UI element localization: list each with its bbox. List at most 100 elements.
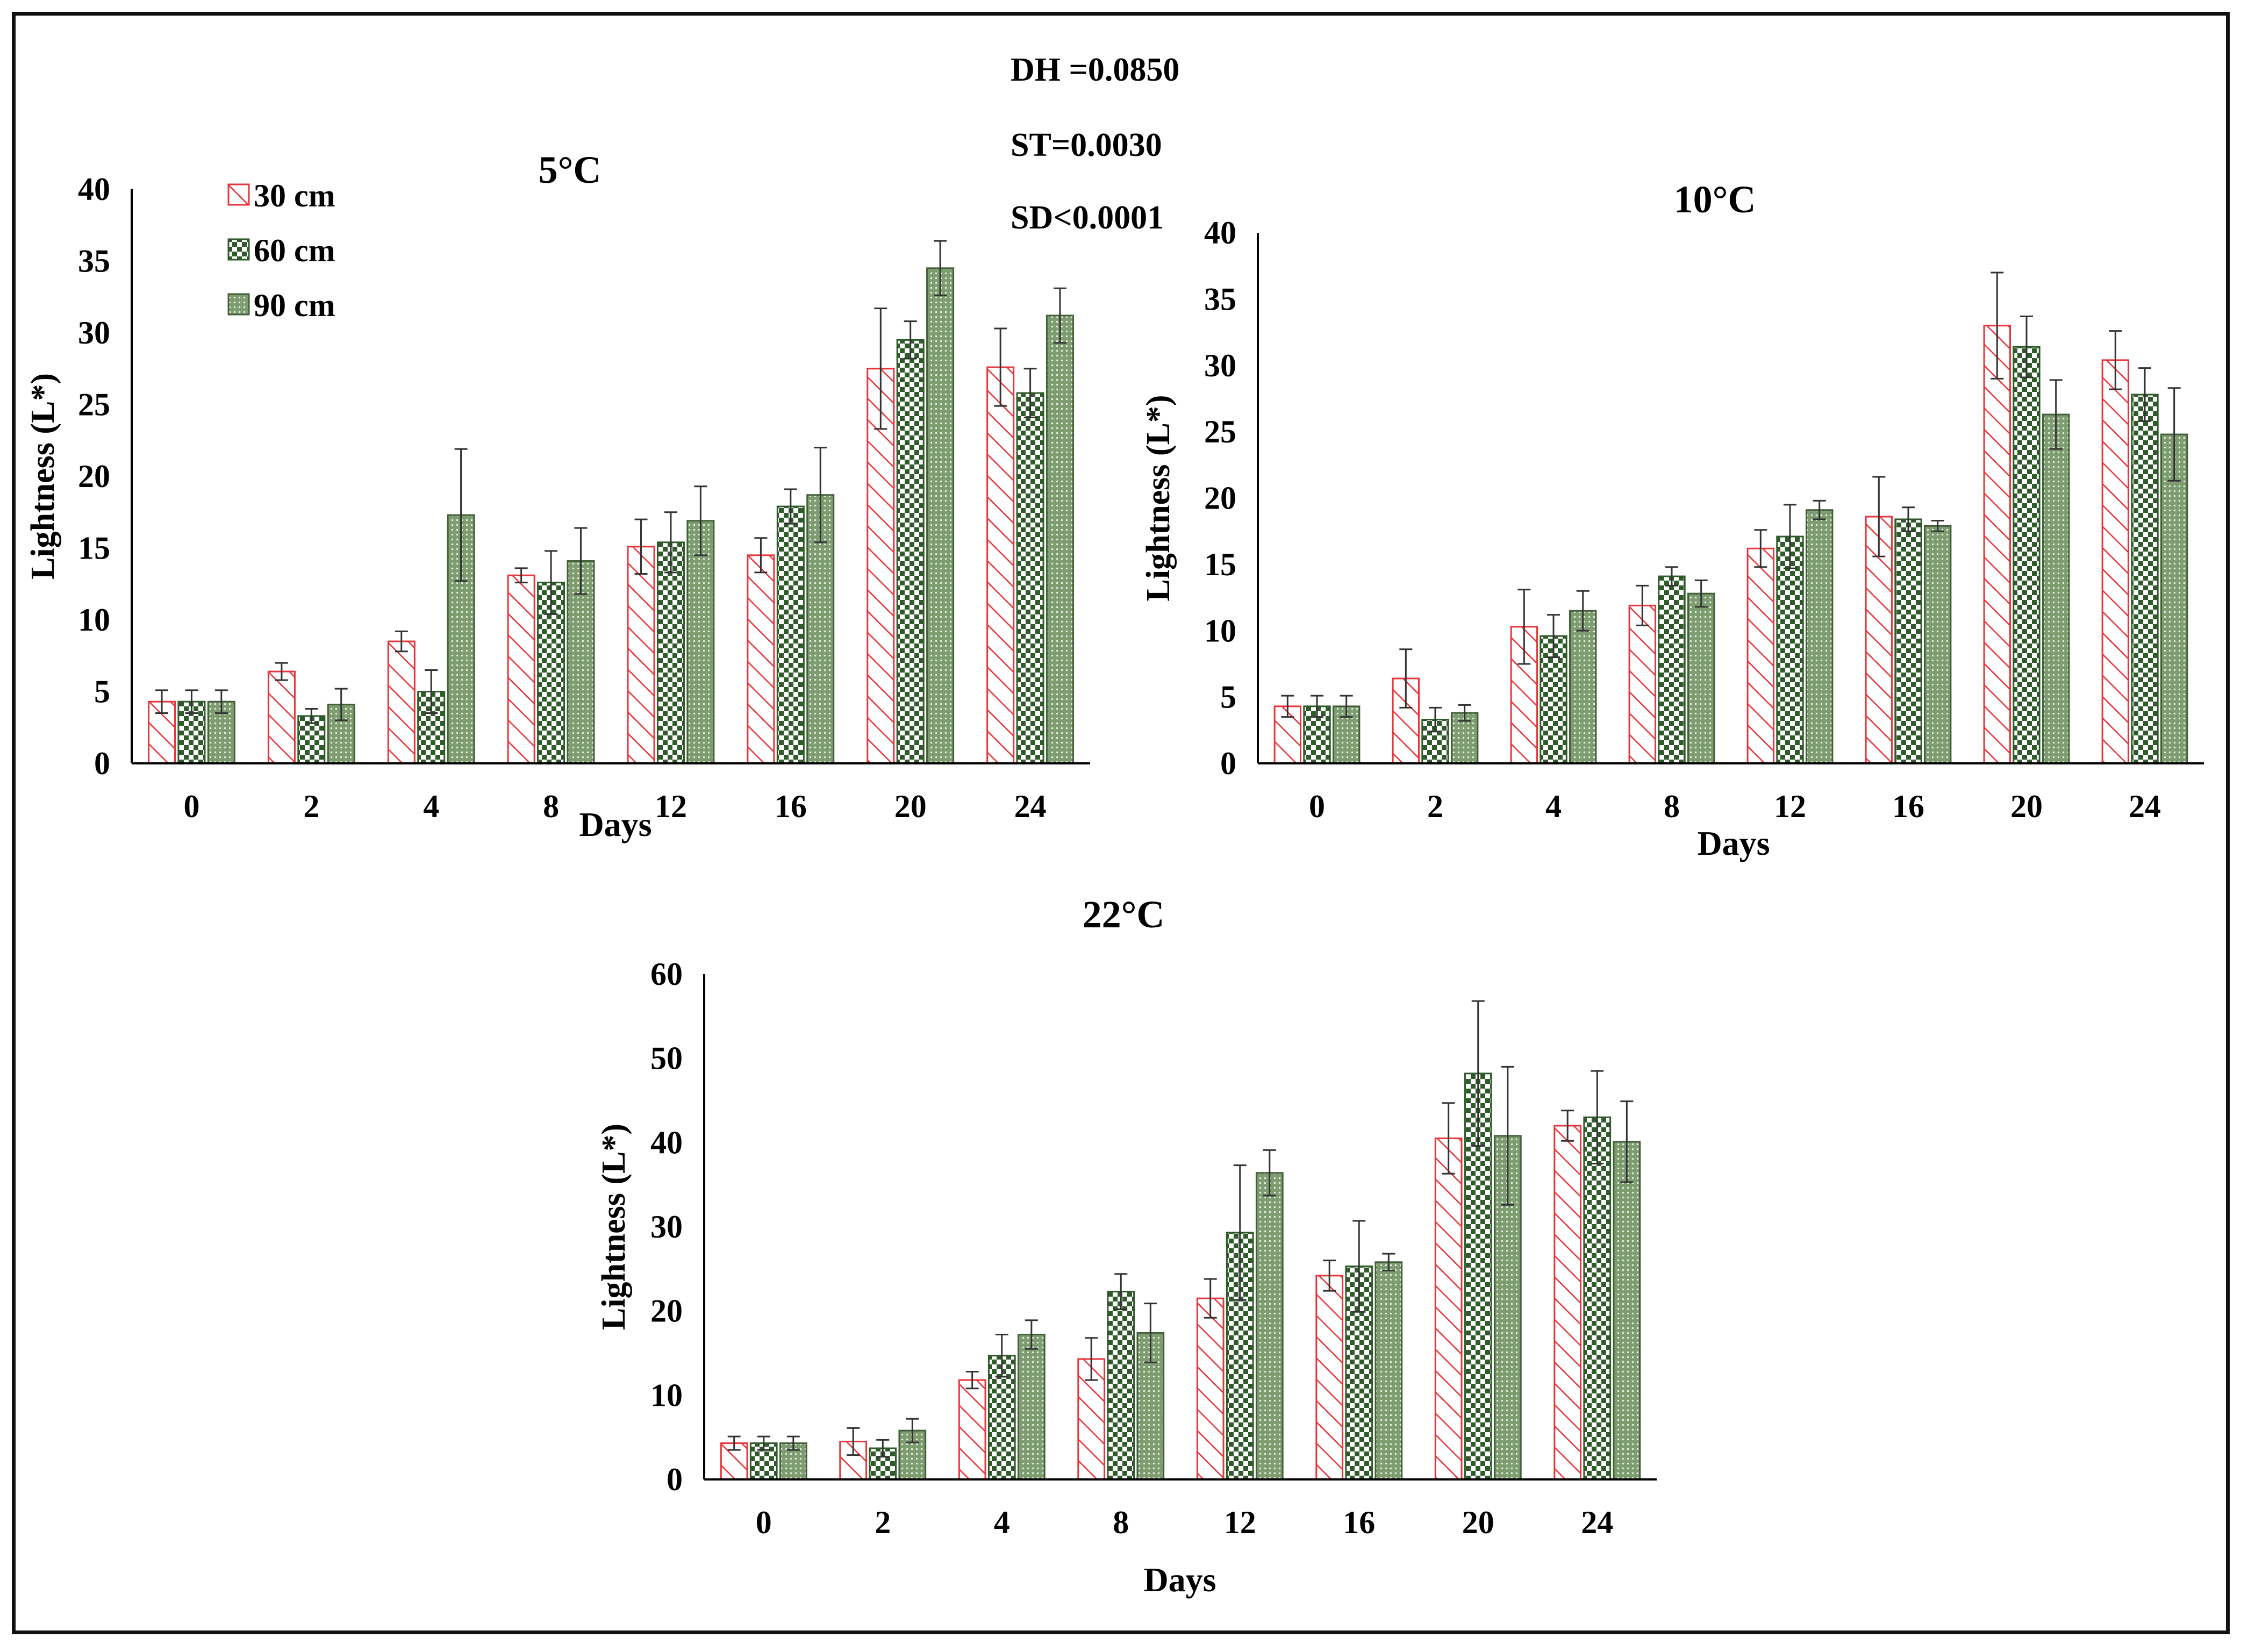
bar-30cm-day-16 (1865, 516, 1893, 764)
bar-60cm-day-20 (1464, 1072, 1492, 1481)
error-bar (2020, 315, 2033, 378)
error-bar (994, 327, 1007, 407)
error-bar (574, 527, 588, 595)
bar-90cm-day-16 (1374, 1261, 1403, 1481)
error-bar (1281, 695, 1294, 718)
y-tick-label: 25 (78, 387, 110, 423)
x-tick-label: 4 (1545, 789, 1562, 824)
error-bar (1085, 1337, 1098, 1381)
error-bar (1263, 1149, 1276, 1197)
bar-90cm-day-12 (1805, 509, 1834, 764)
y-tick-label: 0 (94, 746, 110, 781)
x-tick-label: 24 (1014, 789, 1047, 824)
error-bar (2167, 387, 2181, 482)
error-bar (1458, 704, 1471, 722)
x-tick-label: 8 (543, 789, 559, 824)
x-tick-label: 20 (1462, 1505, 1494, 1540)
bar-30cm-day-20 (1434, 1138, 1463, 1481)
bar-60cm-day-8 (1658, 575, 1686, 764)
y-tick-label: 20 (650, 1293, 683, 1329)
error-bar (995, 1334, 1008, 1378)
error-bar (1311, 695, 1323, 718)
bar-30cm-day-16 (1315, 1275, 1344, 1481)
x-tick-label: 16 (1343, 1505, 1375, 1540)
y-tick-label: 0 (1220, 746, 1236, 781)
error-bar (1233, 1164, 1247, 1301)
stat-sd: SD<0.0001 (1011, 199, 1164, 236)
bar-60cm-day-20 (2013, 346, 2041, 764)
chart-title: 22°C (1083, 893, 1165, 936)
chart-title: 10°C (1674, 178, 1756, 221)
error-bar (1382, 1253, 1395, 1271)
y-axis-label: Lightness (L*) (596, 1124, 632, 1330)
bar-30cm-day-12 (1196, 1297, 1225, 1481)
y-tick-label: 30 (78, 315, 110, 351)
error-bar (847, 1427, 860, 1456)
error-bar (185, 689, 198, 714)
bar-30cm-day-12 (627, 546, 655, 764)
error-bar (334, 688, 348, 721)
error-bar (1501, 1065, 1514, 1206)
bar-60cm-day-24 (1016, 392, 1044, 764)
error-bar (965, 1370, 979, 1390)
error-bar (1023, 368, 1037, 419)
error-bar (275, 662, 288, 681)
legend-label-90cm: 90 cm (254, 288, 335, 323)
error-bar (786, 1435, 800, 1451)
bar-90cm-day-4 (1569, 610, 1597, 764)
bar-30cm-day-4 (958, 1379, 986, 1481)
error-bar (934, 240, 947, 297)
bar-90cm-day-8 (1687, 592, 1715, 764)
bar-30cm-day-24 (1553, 1125, 1582, 1481)
bar-30cm-day-2 (267, 670, 296, 764)
bar-60cm-day-12 (1776, 535, 1804, 764)
error-bar (155, 689, 169, 714)
bar-30cm-day-24 (2101, 359, 2130, 764)
x-axis-label: Days (1143, 1561, 1216, 1599)
error-bar (1784, 504, 1796, 569)
bar-60cm-day-16 (1894, 518, 1922, 764)
error-bar (1547, 614, 1560, 659)
error-bar (1025, 1319, 1038, 1350)
legend-swatch-90cm (227, 293, 250, 316)
x-tick-label: 4 (423, 789, 439, 824)
legend-swatch-30cm (227, 183, 250, 206)
legend-label-30cm: 30 cm (254, 178, 335, 213)
x-tick-label: 16 (1892, 789, 1924, 824)
y-tick-label: 0 (667, 1462, 683, 1497)
error-bar (1204, 1278, 1217, 1319)
x-tick-label: 12 (1774, 789, 1806, 824)
x-tick-label: 0 (756, 1505, 772, 1540)
y-tick-label: 35 (1204, 281, 1236, 317)
error-bar (1561, 1110, 1574, 1142)
bar-60cm-day-8 (1107, 1291, 1135, 1481)
error-bar (305, 708, 318, 724)
y-tick-label: 30 (650, 1209, 683, 1245)
bar-30cm-day-16 (747, 554, 775, 764)
y-tick-label: 40 (78, 171, 110, 207)
error-bar (454, 448, 468, 582)
bar-30cm-day-20 (867, 368, 895, 764)
y-tick-label: 15 (78, 531, 110, 566)
error-bar (2049, 379, 2063, 450)
bar-30cm-day-4 (387, 640, 416, 764)
error-bar (906, 1418, 919, 1443)
x-tick-label: 2 (1427, 789, 1443, 824)
y-tick-label: 30 (1204, 348, 1236, 383)
error-bar (1144, 1303, 1157, 1363)
error-bar (1053, 287, 1066, 344)
y-tick-label: 20 (78, 459, 110, 494)
error-bar (664, 511, 677, 574)
x-tick-label: 8 (1664, 789, 1680, 824)
legend: 30 cm 60 cm 90 cm (227, 178, 335, 323)
error-bar (2138, 367, 2151, 422)
x-tick-label: 4 (994, 1505, 1010, 1540)
error-bar (1352, 1220, 1366, 1313)
legend-label-60cm: 60 cm (254, 233, 335, 268)
x-tick-label: 2 (303, 789, 319, 824)
y-tick-label: 10 (650, 1377, 683, 1413)
error-bar (1442, 1102, 1455, 1175)
